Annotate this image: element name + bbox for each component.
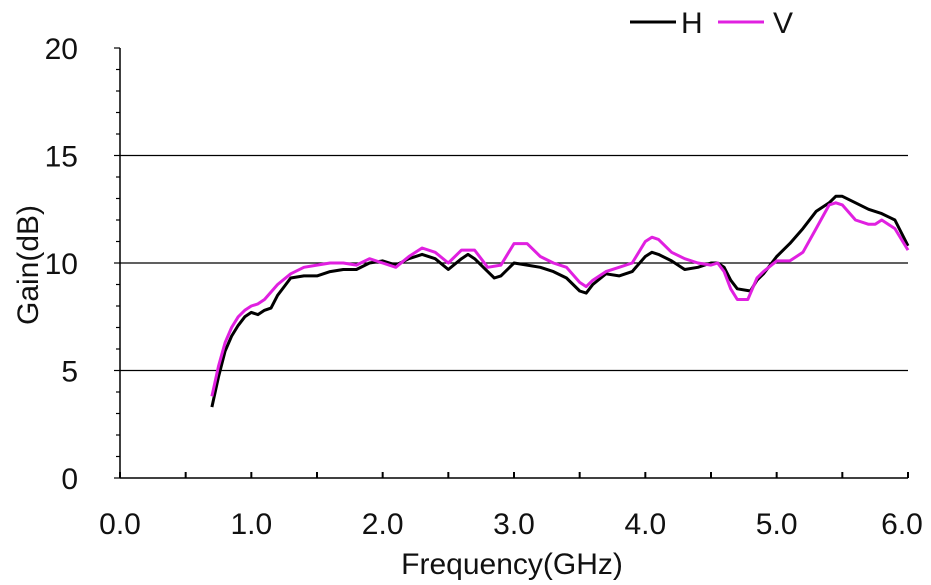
y-tick-label-10: 10 <box>45 248 78 281</box>
y-tick-label-0: 0 <box>61 463 78 496</box>
x-tick-label-5: 5.0 <box>756 508 798 541</box>
y-axis-title: Gain(dB) <box>12 205 45 325</box>
x-tick-label-4: 4.0 <box>624 508 666 541</box>
series-line-h <box>210 194 910 408</box>
x-tick-label-6: 6.0 <box>881 508 923 541</box>
x-tick-label-0: 0.0 <box>99 508 141 541</box>
legend-label-h: H <box>681 7 703 40</box>
legend-label-v: V <box>773 7 793 40</box>
series-lines <box>210 194 910 408</box>
y-tick-label-15: 15 <box>45 141 78 174</box>
tick-marks <box>114 47 909 479</box>
series-line-v <box>210 201 910 397</box>
legend: H V <box>630 7 793 40</box>
y-tick-label-5: 5 <box>61 356 78 389</box>
y-tick-label-20: 20 <box>45 33 78 66</box>
tick-labels: 0 5 10 15 20 0.0 1.0 2.0 3.0 4.0 5.0 6.0 <box>45 33 923 541</box>
x-axis-title: Frequency(GHz) <box>401 548 623 581</box>
x-tick-label-2: 2.0 <box>362 508 404 541</box>
x-tick-label-3: 3.0 <box>493 508 535 541</box>
x-tick-label-1: 1.0 <box>230 508 272 541</box>
